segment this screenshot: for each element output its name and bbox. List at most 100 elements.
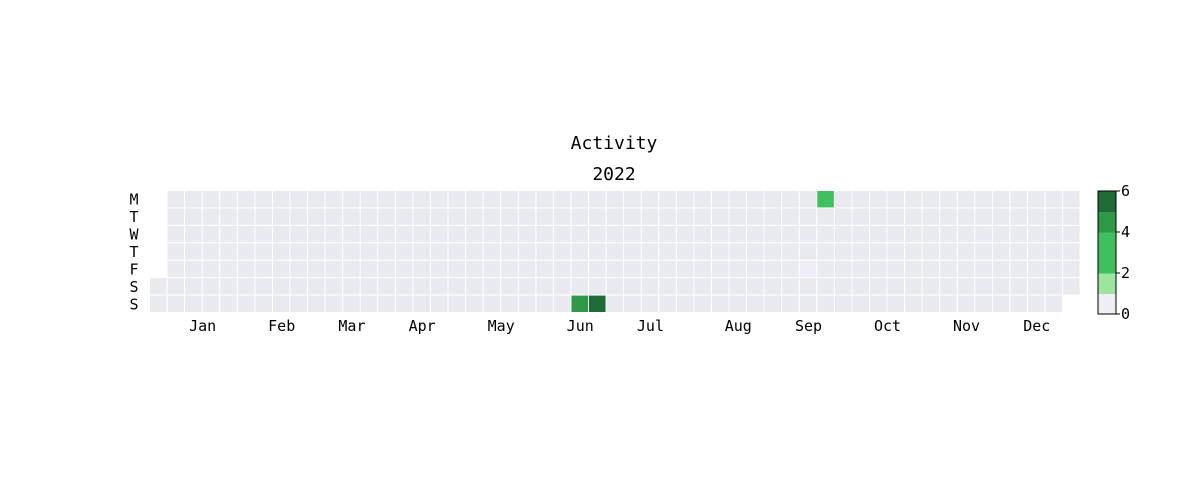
heatmap-cell [430, 295, 448, 313]
heatmap-cell [237, 295, 255, 313]
heatmap-cell [255, 208, 272, 225]
heatmap-cell [255, 278, 272, 295]
heatmap-cell [150, 295, 167, 313]
heatmap-cell [536, 191, 553, 208]
heatmap-cell [483, 260, 501, 278]
heatmap-cell [676, 191, 694, 208]
heatmap-cell [360, 295, 378, 313]
heatmap-cell [905, 260, 922, 278]
heatmap-cell [308, 243, 325, 260]
heatmap-cell [852, 295, 869, 313]
heatmap-cell [641, 208, 659, 225]
heatmap-cell [834, 295, 852, 313]
heatmap-cell [1028, 191, 1045, 208]
heatmap-cell [764, 243, 782, 260]
heatmap-cell [922, 191, 940, 208]
heatmap-cell [852, 278, 869, 295]
heatmap-cell [992, 295, 1010, 313]
heatmap-cell [272, 191, 290, 208]
heatmap-cell [1010, 243, 1027, 260]
heatmap-cell [167, 191, 185, 208]
heatmap-cell [905, 295, 922, 313]
heatmap-cell [922, 295, 940, 313]
heatmap-cell [325, 278, 343, 295]
heatmap-cell [606, 260, 624, 278]
heatmap-cell [343, 243, 360, 260]
heatmap-cell [747, 278, 764, 295]
heatmap-cell [395, 191, 413, 208]
heatmap-cell [202, 225, 220, 243]
heatmap-cell [360, 260, 378, 278]
heatmap-cell [676, 243, 694, 260]
colorbar: 0 2 4 6 [1097, 182, 1130, 323]
heatmap-cell [501, 295, 518, 313]
heatmap-cell [395, 260, 413, 278]
heatmap-cell [571, 208, 588, 225]
heatmap-cell [378, 191, 395, 208]
heatmap-cell [606, 208, 624, 225]
heatmap-cell [834, 260, 852, 278]
heatmap-cell [378, 243, 395, 260]
month-label: Apr [409, 317, 436, 335]
day-label: F [129, 260, 138, 278]
heatmap-cell [150, 278, 167, 295]
heatmap-cell [624, 278, 641, 295]
colorbar-tick-label: 2 [1121, 264, 1130, 282]
heatmap-cell [694, 225, 711, 243]
heatmap-cell [430, 243, 448, 260]
heatmap-cell [905, 225, 922, 243]
heatmap-cell [764, 278, 782, 295]
heatmap-cell [834, 243, 852, 260]
heatmap-cell [676, 260, 694, 278]
heatmap-cell [237, 208, 255, 225]
heatmap-cell [1045, 243, 1063, 260]
heatmap-cell [624, 295, 641, 313]
heatmap-cells [150, 191, 1080, 313]
month-label: Sep [795, 317, 822, 335]
heatmap-cell [747, 243, 764, 260]
heatmap-cell [430, 260, 448, 278]
heatmap-cell [343, 191, 360, 208]
heatmap-cell [413, 208, 430, 225]
heatmap-cell [1045, 278, 1063, 295]
heatmap-cell [325, 295, 343, 313]
day-label: T [129, 208, 138, 226]
heatmap-cell [676, 295, 694, 313]
heatmap-cell [483, 191, 501, 208]
heatmap-cell [764, 295, 782, 313]
heatmap-cell [694, 278, 711, 295]
heatmap-cell [922, 278, 940, 295]
heatmap-cell [694, 260, 711, 278]
heatmap-cell [237, 191, 255, 208]
heatmap-cell [852, 191, 869, 208]
heatmap-cell [589, 225, 606, 243]
heatmap-cell [325, 243, 343, 260]
heatmap-cell [1063, 278, 1080, 295]
heatmap-cell [290, 208, 308, 225]
heatmap-cell [711, 295, 729, 313]
heatmap-cell [325, 208, 343, 225]
heatmap-cell [483, 278, 501, 295]
heatmap-cell [799, 278, 817, 295]
heatmap-cell [589, 243, 606, 260]
heatmap-cell [1010, 260, 1027, 278]
heatmap-cell [553, 278, 571, 295]
heatmap-cell [852, 225, 869, 243]
heatmap-cell [799, 243, 817, 260]
heatmap-cell [185, 295, 202, 313]
heatmap-cell [641, 225, 659, 243]
colorbar-segment [1098, 252, 1116, 274]
heatmap-cell [553, 208, 571, 225]
month-label: Mar [338, 317, 365, 335]
heatmap-cell [957, 243, 975, 260]
heatmap-cell [466, 260, 483, 278]
heatmap-cell [290, 278, 308, 295]
heatmap-cell [202, 191, 220, 208]
day-label: T [129, 243, 138, 261]
heatmap-cell [272, 278, 290, 295]
heatmap-cell [536, 278, 553, 295]
heatmap-cell [1063, 243, 1080, 260]
heatmap-cell [729, 225, 747, 243]
chart-title: Activity [571, 133, 658, 154]
heatmap-cell [764, 225, 782, 243]
